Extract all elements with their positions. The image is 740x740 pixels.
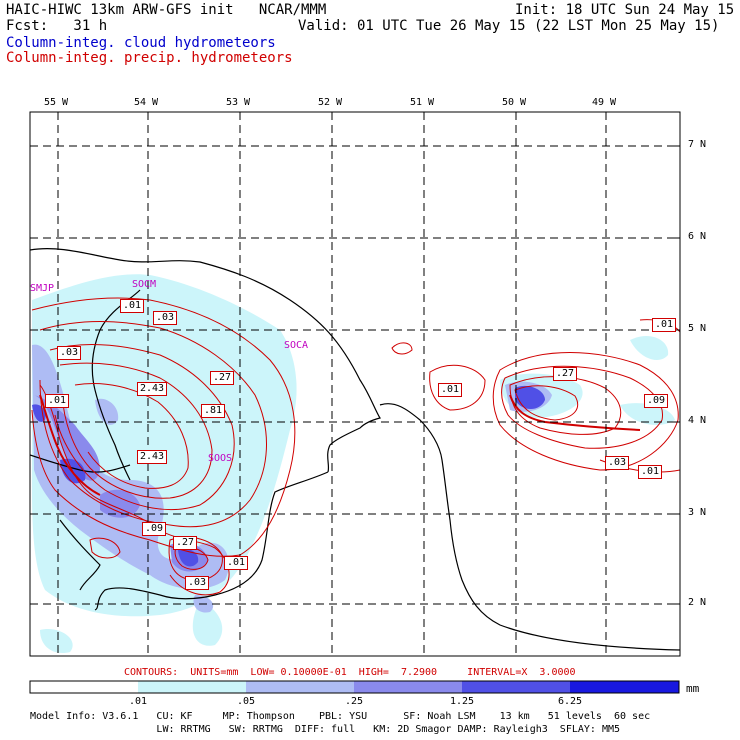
contour-label: .03 — [57, 346, 82, 360]
colorbar-label: 6.25 — [557, 696, 583, 707]
valid-time: Valid: 01 UTC Tue 26 May 15 (22 LST Mon … — [298, 18, 720, 34]
contour-label: .01 — [438, 383, 463, 397]
contour-label: .27 — [553, 367, 578, 381]
contour-label: .01 — [638, 465, 663, 479]
lat-label-3n: 3 N — [688, 507, 707, 518]
colorbar-label: .05 — [236, 696, 256, 707]
lon-label-52w: 52 W — [318, 97, 343, 108]
station-smjp: SMJP — [30, 283, 55, 294]
colorbar-label: .25 — [344, 696, 364, 707]
lat-label-7n: 7 N — [688, 139, 707, 150]
contour-label: .01 — [224, 556, 249, 570]
lon-label-54w: 54 W — [134, 97, 159, 108]
lon-label-51w: 51 W — [410, 97, 435, 108]
lon-label-53w: 53 W — [226, 97, 251, 108]
shading-layer — [31, 274, 675, 654]
station-socm: SOCM — [132, 279, 157, 290]
contour-label: .09 — [644, 394, 669, 408]
lon-label-49w: 49 W — [592, 97, 617, 108]
lat-label-4n: 4 N — [688, 415, 707, 426]
colorbar-label: 1.25 — [449, 696, 475, 707]
station-soos: SOOS — [208, 453, 233, 464]
coastline — [30, 248, 680, 651]
contour-label: .03 — [185, 576, 210, 590]
map-frame — [29, 111, 681, 657]
colorbar-label: .01 — [128, 696, 148, 707]
contour-label: 2.43 — [137, 382, 168, 396]
lat-lon-grid — [30, 112, 680, 656]
lat-label-2n: 2 N — [688, 597, 707, 608]
model-info-line2: LW: RRTMG SW: RRTMG DIFF: full KM: 2D Sm… — [30, 724, 621, 735]
init-time: Init: 18 UTC Sun 24 May 15 — [515, 2, 735, 18]
precip-legend: Column-integ. precip. hydrometeors — [6, 50, 293, 66]
lon-label-50w: 50 W — [502, 97, 527, 108]
cloud-legend: Column-integ. cloud hydrometeors — [6, 35, 276, 51]
contour-label: .09 — [142, 522, 167, 536]
contour-label: .27 — [173, 536, 198, 550]
contour-label: .81 — [201, 404, 226, 418]
contour-label: 2.43 — [137, 450, 168, 464]
contour-label: .27 — [210, 371, 235, 385]
contour-label: .01 — [45, 394, 70, 408]
lon-label-55w: 55 W — [44, 97, 69, 108]
forecast-hour: Fcst: 31 h — [6, 18, 108, 34]
cloud-shading-medium — [32, 344, 229, 590]
colorbar — [29, 680, 680, 694]
lat-label-5n: 5 N — [688, 323, 707, 334]
contour-label: .01 — [120, 299, 145, 313]
station-soca: SOCA — [284, 340, 309, 351]
contour-info: CONTOURS: UNITS=mm LOW= 0.10000E-01 HIGH… — [124, 667, 576, 678]
contour-label: .01 — [652, 318, 677, 332]
model-info-line1: Model Info: V3.6.1 CU: KF MP: Thompson P… — [30, 711, 651, 722]
model-title: HAIC-HIWC 13km ARW-GFS init NCAR/MMM — [6, 2, 327, 18]
contour-label: .03 — [153, 311, 178, 325]
precip-max-contour — [39, 394, 641, 496]
contour-label: .03 — [605, 456, 630, 470]
colorbar-units: mm — [686, 682, 700, 695]
lat-label-6n: 6 N — [688, 231, 707, 242]
